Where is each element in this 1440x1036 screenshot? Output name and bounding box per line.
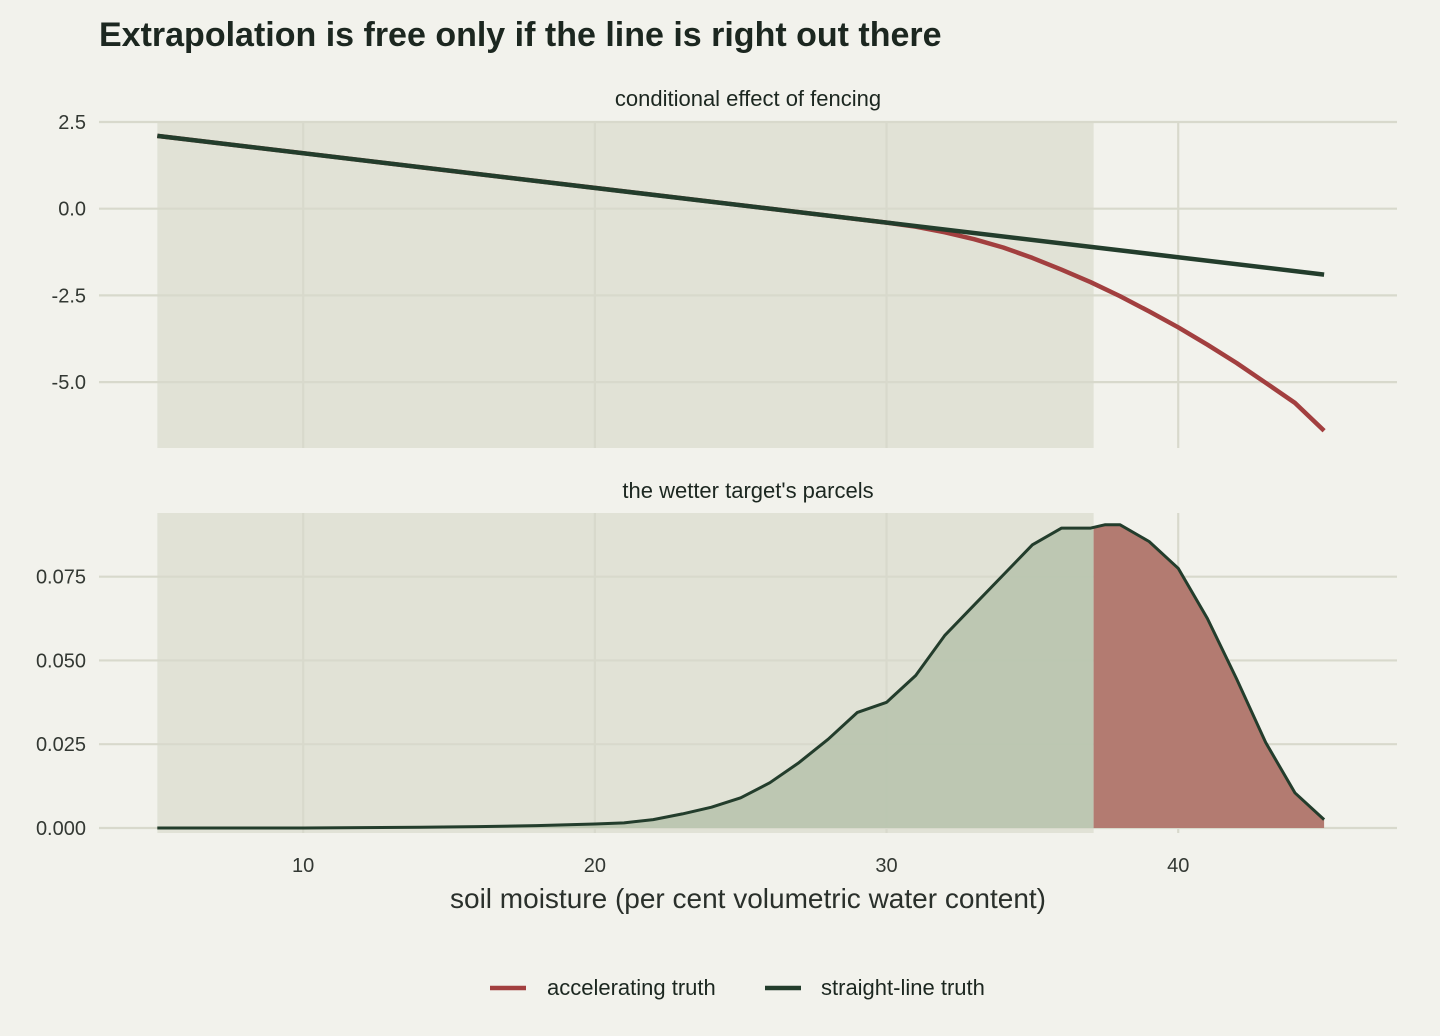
x-axis-label: soil moisture (per cent volumetric water… xyxy=(450,883,1046,914)
top-observed-range-band xyxy=(157,122,1094,448)
chart-title: Extrapolation is free only if the line i… xyxy=(99,16,942,54)
legend-label-accelerating: accelerating truth xyxy=(547,975,716,1000)
top-y-tick-label: -5.0 xyxy=(52,372,86,394)
bottom-y-tick-label: 0.025 xyxy=(36,734,86,756)
x-tick-label: 40 xyxy=(1167,855,1189,877)
bottom-y-tick-label: 0.075 xyxy=(36,567,86,589)
top-panel-strip-title: conditional effect of fencing xyxy=(615,86,881,111)
legend-label-straight: straight-line truth xyxy=(821,975,985,1000)
bottom-panel: 0.000 0.025 0.050 0.075 xyxy=(36,513,1397,840)
x-tick-label: 10 xyxy=(292,855,314,877)
density-area-outside-observed-range xyxy=(1093,524,1325,828)
density-area-inside-observed-range xyxy=(157,527,1094,828)
top-y-tick-label: -2.5 xyxy=(52,285,86,307)
x-axis-ticks: 10 20 30 40 xyxy=(292,855,1189,877)
top-panel: 2.5 0.0 -2.5 -5.0 xyxy=(52,112,1397,448)
bottom-y-tick-label: 0.050 xyxy=(36,650,86,672)
straight-line-truth-line xyxy=(157,133,1325,277)
bottom-y-tick-label: 0.000 xyxy=(36,818,86,840)
x-tick-label: 30 xyxy=(875,855,897,877)
density-curve-outline xyxy=(157,523,1326,830)
x-tick-label: 20 xyxy=(584,855,606,877)
bottom-panel-strip-title: the wetter target's parcels xyxy=(622,478,873,503)
legend: accelerating truth straight-line truth xyxy=(490,975,985,1000)
top-y-tick-label: 0.0 xyxy=(58,199,86,221)
top-y-tick-label: 2.5 xyxy=(58,112,86,134)
